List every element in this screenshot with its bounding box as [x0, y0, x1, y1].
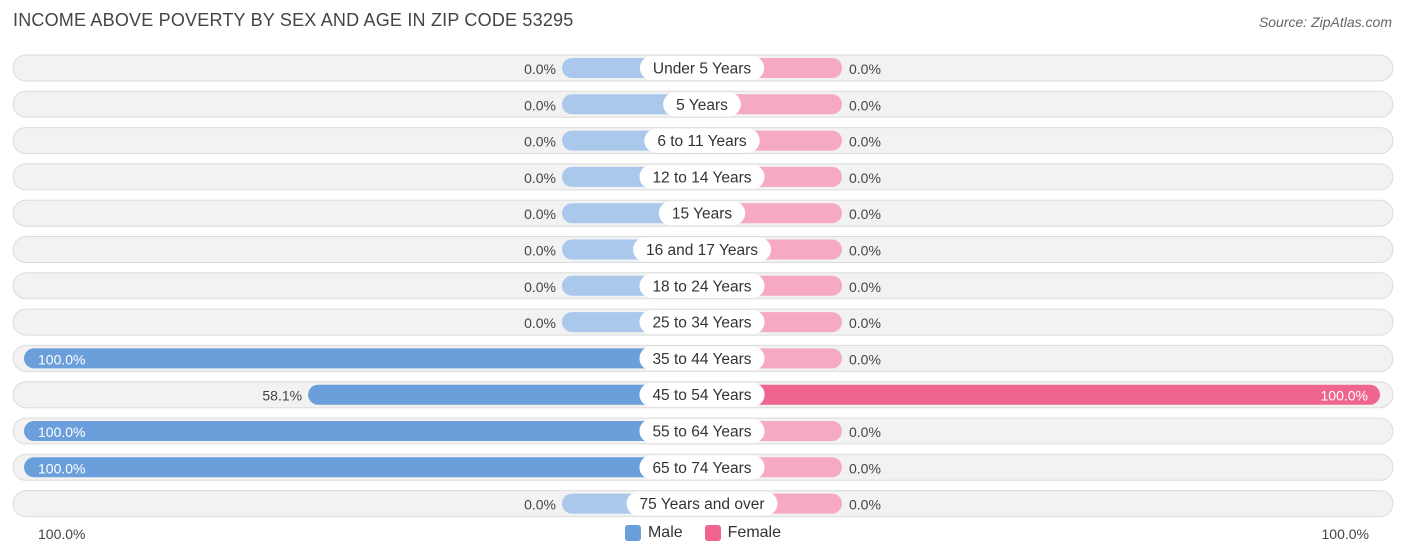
category-label: 18 to 24 Years [652, 278, 751, 295]
female-value-label: 0.0% [849, 424, 881, 440]
legend-label-male: Male [647, 524, 683, 541]
female-bar[interactable] [702, 384, 1380, 405]
male-bar[interactable] [24, 348, 702, 369]
category-label: 16 and 17 Years [646, 242, 758, 259]
male-value-label: 0.0% [524, 279, 556, 295]
male-value-label: 100.0% [38, 460, 85, 476]
category-pill [658, 201, 746, 226]
chart-row: 100.0% 0.0% 55 to 64 Years [12, 417, 1394, 445]
legend-swatch-female [704, 525, 721, 541]
chart-row: 0.0% 0.0% 16 and 17 Years [12, 236, 1394, 263]
category-pill [639, 419, 765, 443]
category-label: 6 to 11 Years [657, 133, 747, 150]
category-pill [632, 237, 772, 262]
female-value-label: 0.0% [849, 460, 881, 476]
chart-row: 0.0% 0.0% 25 to 34 Years [12, 308, 1394, 336]
category-pill [626, 491, 778, 516]
axis-left-label: 100.0% [38, 526, 86, 542]
female-value-label: 0.0% [849, 170, 881, 186]
chart-row: 0.0% 0.0% 75 Years and over [12, 490, 1394, 518]
female-value-label: 0.0% [849, 279, 881, 295]
category-pill [639, 56, 765, 80]
axis-right-label: 100.0% [1321, 526, 1369, 542]
category-pill [639, 273, 765, 298]
male-value-label: 0.0% [524, 134, 556, 150]
category-label: Under 5 Years [653, 61, 751, 78]
male-value-label: 0.0% [524, 170, 556, 186]
chart-row: 0.0% 0.0% 18 to 24 Years [12, 272, 1394, 300]
category-pill [639, 455, 765, 480]
category-pill [639, 382, 765, 407]
female-value-label: 0.0% [849, 206, 881, 222]
category-label: 5 Years [676, 97, 728, 114]
category-pill [663, 92, 741, 117]
category-label: 25 to 34 Years [652, 315, 751, 332]
legend: Male Female [0, 524, 1406, 542]
male-value-label: 100.0% [38, 351, 85, 367]
category-label: 45 to 54 Years [652, 387, 751, 404]
female-value-label: 0.0% [849, 134, 881, 150]
category-label: 55 to 64 Years [652, 424, 751, 441]
category-label: 65 to 74 Years [652, 460, 751, 477]
male-value-label: 100.0% [38, 424, 85, 440]
chart-row: 0.0% 0.0% 12 to 14 Years [12, 163, 1394, 191]
female-value-label: 0.0% [849, 243, 881, 259]
chart-row: 0.0% 0.0% 15 Years [12, 199, 1394, 227]
chart-row: 0.0% 0.0% 6 to 11 Years [12, 127, 1394, 155]
female-value-label: 0.0% [849, 315, 881, 331]
chart-row: 100.0% 0.0% 65 to 74 Years [12, 453, 1394, 481]
chart-row: 58.1% 100.0% 45 to 54 Years [12, 381, 1394, 409]
male-value-label: 0.0% [524, 206, 556, 222]
category-pill [639, 310, 765, 335]
male-value-label: 0.0% [524, 61, 556, 77]
category-label: 75 Years and over [640, 496, 765, 513]
category-label: 15 Years [672, 206, 733, 223]
female-value-label: 0.0% [849, 351, 881, 367]
male-bar[interactable] [24, 457, 702, 478]
category-label: 35 to 44 Years [652, 351, 751, 368]
legend-item-male[interactable]: Male [624, 524, 683, 542]
category-label: 12 to 14 Years [652, 169, 751, 186]
male-value-label: 0.0% [524, 497, 556, 513]
male-bar[interactable] [24, 421, 702, 441]
category-pill [639, 346, 765, 371]
male-value-label: 0.0% [524, 243, 556, 259]
category-pill [644, 128, 760, 153]
category-pill [639, 164, 765, 189]
male-value-label: 0.0% [524, 97, 556, 113]
chart-row: 100.0% 0.0% 35 to 44 Years [12, 344, 1394, 372]
source-label: Source: ZipAtlas.com [1258, 14, 1392, 30]
legend-label-female: Female [727, 524, 782, 541]
chart-title: INCOME ABOVE POVERTY BY SEX AND AGE IN Z… [13, 10, 574, 30]
female-value-label: 0.0% [849, 97, 881, 113]
chart-row: 0.0% 0.0% 5 Years [12, 90, 1394, 118]
legend-swatch-male [624, 525, 641, 541]
female-value-label: 0.0% [849, 61, 881, 77]
chart-row: 0.0% 0.0% Under 5 Years [12, 54, 1394, 82]
male-value-label: 58.1% [262, 388, 302, 404]
male-bar[interactable] [308, 384, 702, 405]
female-value-label: 0.0% [849, 497, 881, 513]
female-value-label: 100.0% [1321, 388, 1368, 404]
male-value-label: 0.0% [524, 315, 556, 331]
legend-item-female[interactable]: Female [704, 524, 782, 542]
